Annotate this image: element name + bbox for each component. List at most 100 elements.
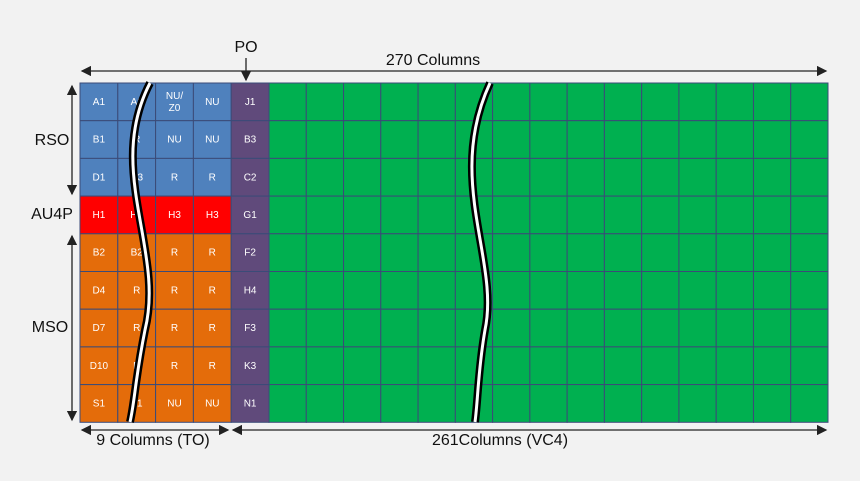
payload-cell (380, 233, 419, 273)
cell-label: D4 (93, 285, 106, 296)
cell-label: A1 (93, 96, 106, 107)
au4p-label: AU4P (31, 206, 73, 223)
payload-cell (752, 308, 792, 348)
payload-cell (641, 120, 680, 159)
cell-label: H3 (206, 210, 219, 221)
payload-cell (305, 82, 345, 122)
cell (230, 308, 270, 348)
payload-cell (603, 195, 643, 235)
payload-cell (752, 271, 792, 310)
payload-cell (529, 195, 568, 235)
payload-cell (529, 384, 568, 423)
payload-cell (529, 82, 568, 122)
payload-cell (268, 308, 307, 348)
payload-cell (641, 82, 680, 122)
payload-cell (566, 233, 605, 273)
payload-cell (790, 195, 829, 235)
payload-cell (678, 346, 717, 386)
payload-cell (752, 120, 792, 159)
payload-cell (566, 384, 605, 423)
cell-label: NU (205, 398, 219, 409)
payload-cell (566, 308, 605, 348)
payload-cell (566, 82, 605, 122)
payload-cell (492, 308, 531, 348)
payload-cell (678, 308, 717, 348)
payload-cell (417, 120, 456, 159)
payload-cell (790, 82, 829, 122)
payload-cell (715, 346, 754, 386)
payload-cell (305, 233, 345, 273)
payload-cell (529, 233, 568, 273)
payload-cell (678, 195, 717, 235)
cell-label: B2 (131, 247, 144, 258)
payload-cell (305, 271, 345, 310)
cell (79, 271, 119, 310)
payload-cell (268, 195, 307, 235)
payload-cell (715, 82, 754, 122)
payload-cell (305, 195, 345, 235)
cell-label: B2 (93, 247, 106, 258)
payload-cell (715, 120, 754, 159)
payload-cell (343, 157, 382, 197)
payload-cell (380, 195, 419, 235)
cell-label: H1 (93, 210, 106, 221)
break-line (128, 82, 152, 423)
payload-cell (752, 195, 792, 235)
cell-label: F2 (244, 247, 256, 258)
cell-label: G1 (243, 210, 257, 221)
payload-cell (305, 346, 345, 386)
cell-label: F3 (244, 323, 256, 334)
cell (79, 308, 119, 348)
cell-label: A1 (131, 96, 144, 107)
payload-cell (417, 271, 456, 310)
total-label: 270 Columns (386, 52, 480, 69)
cell-label: NU (167, 398, 181, 409)
payload-cell (268, 120, 307, 159)
payload-cell (603, 157, 643, 197)
cell (79, 82, 119, 122)
cell-label: K3 (244, 360, 257, 371)
payload-cell (268, 346, 307, 386)
payload-cell (752, 384, 792, 423)
cell-label: C2 (244, 172, 257, 183)
payload-cell (417, 384, 456, 423)
payload-cell (752, 346, 792, 386)
payload-cell (305, 384, 345, 423)
payload-cell (380, 82, 419, 122)
payload-cell (641, 384, 680, 423)
toh-label: 9 Columns (TO) (96, 432, 210, 449)
cell-label: S1 (93, 398, 106, 409)
payload-cell (492, 271, 531, 310)
payload-cell (566, 195, 605, 235)
payload-cell (380, 120, 419, 159)
cell-label: R (209, 247, 216, 258)
cell-label: D10 (90, 360, 109, 371)
payload-cell (678, 157, 717, 197)
payload-cell (790, 233, 829, 273)
payload-cell (715, 233, 754, 273)
cell (79, 384, 119, 423)
rso-label: RSO (35, 132, 70, 149)
payload-cell (268, 157, 307, 197)
cell-label: NU (167, 134, 181, 145)
payload-cell (641, 233, 680, 273)
payload-cell (343, 82, 382, 122)
cell-label: B1 (93, 134, 106, 145)
payload-cell (343, 233, 382, 273)
payload-cell (566, 346, 605, 386)
payload-cell (678, 384, 717, 423)
vc4-label: 261Columns (VC4) (432, 432, 568, 449)
cell (155, 384, 194, 423)
payload-cell (529, 308, 568, 348)
payload-cell (417, 308, 456, 348)
cell-label: R (209, 323, 216, 334)
cell-label: R (171, 323, 178, 334)
payload-cell (790, 384, 829, 423)
payload-cell (529, 346, 568, 386)
cell (155, 308, 194, 348)
cell-label: R (209, 172, 216, 183)
cell (192, 195, 232, 235)
mso-label: MSO (32, 319, 68, 336)
payload-cell (343, 346, 382, 386)
cell-label: NU/Z0 (166, 90, 183, 113)
